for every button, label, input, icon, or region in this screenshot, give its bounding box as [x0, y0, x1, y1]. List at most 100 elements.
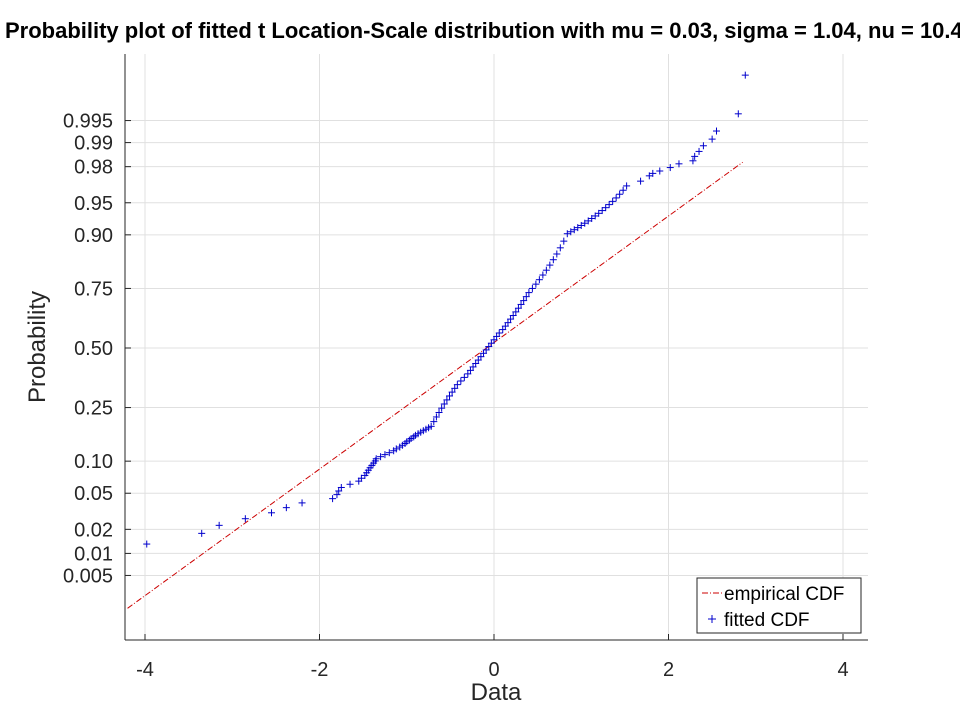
y-axis-label: Probability [24, 291, 51, 403]
fitted-cdf-point [435, 408, 443, 416]
fitted-cdf-point [333, 491, 341, 499]
fitted-cdf-point [741, 71, 749, 79]
fitted-cdf-point [512, 308, 520, 316]
y-tick-label: 0.10 [74, 451, 113, 473]
fitted-cdf-point [637, 177, 645, 185]
fitted-cdf-point [381, 451, 389, 459]
fitted-cdf-point [410, 433, 418, 441]
fitted-cdf-point [532, 280, 540, 288]
fitted-cdf-point [460, 373, 468, 381]
y-tick-label: 0.005 [63, 565, 113, 587]
fitted-cdf-point [372, 455, 380, 463]
fitted-cdf-point [612, 194, 620, 202]
fitted-cdf-point [443, 396, 451, 404]
fitted-cdf-point [282, 504, 290, 512]
fitted-cdf-point [609, 197, 617, 205]
fitted-cdf-point [438, 404, 446, 412]
y-tick-label: 0.25 [74, 398, 113, 420]
fitted-cdf-point [649, 169, 657, 177]
fitted-cdf-point [298, 499, 306, 507]
fitted-cdf-point [602, 204, 610, 212]
fitted-cdf-point [689, 157, 697, 165]
fitted-cdf-point [699, 142, 707, 150]
y-tick-label: 0.95 [74, 193, 113, 215]
fitted-cdf-point [401, 440, 409, 448]
legend-fitted-swatch [708, 615, 716, 623]
fitted-cdf-point [560, 237, 568, 245]
fitted-cdf-point [619, 186, 627, 194]
grid [125, 54, 868, 640]
y-tick-label: 0.75 [74, 278, 113, 300]
x-axis-label: Data [471, 679, 522, 706]
fitted-cdf-point [495, 329, 503, 337]
fitted-cdf-point [535, 276, 543, 284]
y-tick-label: 0.01 [74, 543, 113, 565]
fitted-cdf-point [198, 529, 206, 537]
fitted-cdf-point [542, 266, 550, 274]
fitted-cdf-point [405, 436, 413, 444]
fitted-cdf-point [675, 160, 683, 168]
axes [124, 54, 868, 641]
fitted-cdf-point [553, 250, 561, 258]
fitted-cdf-point [734, 110, 742, 118]
y-tick-label: 0.90 [74, 225, 113, 247]
fitted-cdf-point [329, 495, 337, 503]
legend-empirical-label: empirical CDF [724, 584, 844, 605]
fitted-cdf-point [517, 300, 525, 308]
fitted-cdf-point [509, 312, 517, 320]
legend-box [696, 577, 862, 634]
fitted-cdf-point [446, 392, 454, 400]
fitted-cdf-point [525, 289, 533, 297]
x-tick-label: 0 [488, 659, 499, 681]
fitted-cdf-point [546, 261, 554, 269]
fitted-cdf-point [623, 182, 631, 190]
fitted-cdf-point [457, 377, 465, 385]
y-tick-label: 0.98 [74, 157, 113, 179]
y-tick-label: 0.50 [74, 338, 113, 360]
fitted-cdf-series [143, 71, 749, 548]
x-tick-label: 2 [663, 659, 674, 681]
fitted-cdf-point [708, 135, 716, 143]
fitted-cdf-point [691, 152, 699, 160]
fitted-cdf-point [453, 381, 461, 389]
x-tick-label: -2 [311, 659, 329, 681]
fitted-cdf-point [451, 384, 459, 392]
y-tick-label: 0.99 [74, 133, 113, 155]
fitted-cdf-point [556, 244, 564, 252]
legend-fitted-label: fitted CDF [724, 610, 810, 631]
fitted-cdf-point [377, 453, 385, 461]
fitted-cdf-point [346, 480, 354, 488]
fitted-cdf-point [504, 319, 512, 327]
y-tick-label: 0.02 [74, 519, 113, 541]
fitted-cdf-point [616, 190, 624, 198]
fitted-cdf-point [241, 515, 249, 523]
fitted-cdf-point [430, 418, 438, 426]
fitted-cdf-point [268, 509, 276, 517]
plot-area [125, 54, 868, 640]
chart-title: Probability plot of fitted t Location-Sc… [5, 18, 960, 43]
legend: empirical CDF fitted CDF [696, 577, 862, 634]
fitted-cdf-point [385, 449, 393, 457]
fitted-cdf-point [666, 164, 674, 172]
fitted-cdf-point [215, 521, 223, 529]
x-ticks: -4 -2 0 2 4 [136, 634, 849, 681]
fitted-cdf-point [440, 400, 448, 408]
fitted-cdf-point [539, 271, 547, 279]
fitted-cdf-point [520, 297, 528, 305]
fitted-cdf-point [695, 147, 703, 155]
fitted-cdf-point [507, 315, 515, 323]
fitted-cdf-point [549, 256, 557, 264]
fitted-cdf-point [514, 304, 522, 312]
empirical-cdf-line [127, 161, 743, 609]
fitted-cdf-point [143, 540, 151, 548]
fitted-cdf-point [528, 284, 536, 292]
fitted-cdf-point [432, 413, 440, 421]
fitted-cdf-point [712, 127, 720, 135]
y-tick-label: 0.05 [74, 483, 113, 505]
empirical-cdf-series [127, 161, 743, 609]
fitted-cdf-point [656, 167, 664, 175]
fitted-cdf-point [522, 293, 530, 301]
fitted-cdf-point [337, 483, 345, 491]
fitted-cdf-point [598, 207, 606, 215]
